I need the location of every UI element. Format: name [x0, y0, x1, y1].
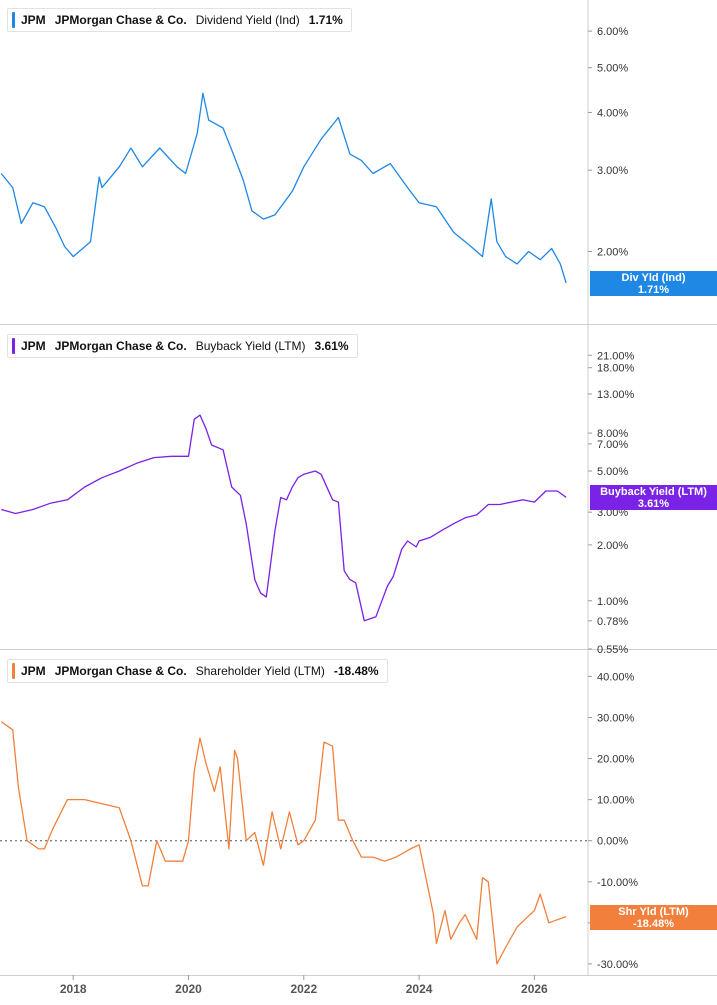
legend-metric: Buyback Yield (LTM)	[195, 339, 306, 353]
y-tick-label: -30.00%	[597, 959, 638, 971]
tag-label: Shr Yld (LTM)	[618, 905, 689, 918]
y-tick-label: 2.00%	[597, 540, 628, 552]
legend-box: JPM JPMorgan Chase & Co. Buyback Yield (LT…	[7, 334, 358, 358]
legend-color-swatch	[12, 663, 15, 679]
y-tick-label: 5.00%	[597, 63, 628, 75]
tag-value: 1.71%	[637, 283, 670, 296]
current-value-tag: Shr Yld (LTM) -18.48%	[590, 904, 717, 930]
x-tick-label: 2018	[60, 982, 87, 996]
y-tick-label: 4.00%	[597, 107, 628, 119]
y-tick-label: 20.00%	[597, 754, 635, 766]
series-line	[0, 721, 567, 965]
legend-ticker: JPM	[21, 13, 46, 27]
y-tick-label: 10.00%	[597, 795, 635, 807]
legend-current-value: 3.61%	[314, 339, 349, 353]
legend-box: JPM JPMorgan Chase & Co. Dividend Yield (I…	[7, 8, 352, 32]
tag-value: -18.48%	[633, 917, 674, 930]
y-tick-label: 18.00%	[597, 363, 635, 375]
y-tick-label: 1.00%	[597, 596, 628, 608]
y-tick-label: 6.00%	[597, 26, 628, 38]
series-line	[1, 414, 567, 622]
legend-box: JPM JPMorgan Chase & Co. Shareholder Yield…	[7, 659, 388, 683]
y-tick-label: 8.00%	[597, 428, 628, 440]
tag-label: Div Yld (Ind)	[621, 271, 686, 284]
y-tick-label: 5.00%	[597, 466, 628, 478]
y-tick-label: 13.00%	[597, 389, 635, 401]
y-tick-label: 0.00%	[597, 836, 628, 848]
current-value-tag: Buyback Yield (LTM) 3.61%	[590, 485, 717, 511]
y-tick-label: 30.00%	[597, 712, 635, 724]
tag-label: Buyback Yield (LTM)	[600, 486, 707, 499]
y-tick-label: 0.55%	[597, 644, 628, 656]
y-tick-label: 21.00%	[597, 350, 635, 362]
legend-current-value: -18.48%	[333, 664, 379, 678]
x-tick-label: 2022	[290, 982, 317, 996]
legend-company: JPMorgan Chase & Co.	[54, 339, 187, 353]
y-tick-label: 40.00%	[597, 671, 635, 683]
x-tick-label: 2020	[175, 982, 202, 996]
legend-color-swatch	[12, 12, 15, 28]
y-tick-label: 3.00%	[597, 165, 628, 177]
legend-ticker: JPM	[21, 339, 46, 353]
y-tick-label: 0.78%	[597, 616, 628, 628]
y-tick-label: 2.00%	[597, 246, 628, 258]
tag-value: 3.61%	[637, 498, 670, 511]
legend-metric: Dividend Yield (Ind)	[195, 13, 300, 27]
legend-color-swatch	[12, 338, 15, 354]
legend-company: JPMorgan Chase & Co.	[54, 13, 187, 27]
y-tick-label: 7.00%	[597, 439, 628, 451]
y-tick-label: -10.00%	[597, 877, 638, 889]
legend-company: JPMorgan Chase & Co.	[54, 664, 187, 678]
current-value-tag: Div Yld (Ind) 1.71%	[590, 270, 717, 296]
x-tick-label: 2024	[406, 982, 433, 996]
legend-metric: Shareholder Yield (LTM)	[195, 664, 325, 678]
x-tick-label: 2026	[521, 982, 548, 996]
legend-current-value: 1.71%	[308, 13, 343, 27]
legend-ticker: JPM	[21, 664, 46, 678]
series-line	[0, 92, 567, 284]
